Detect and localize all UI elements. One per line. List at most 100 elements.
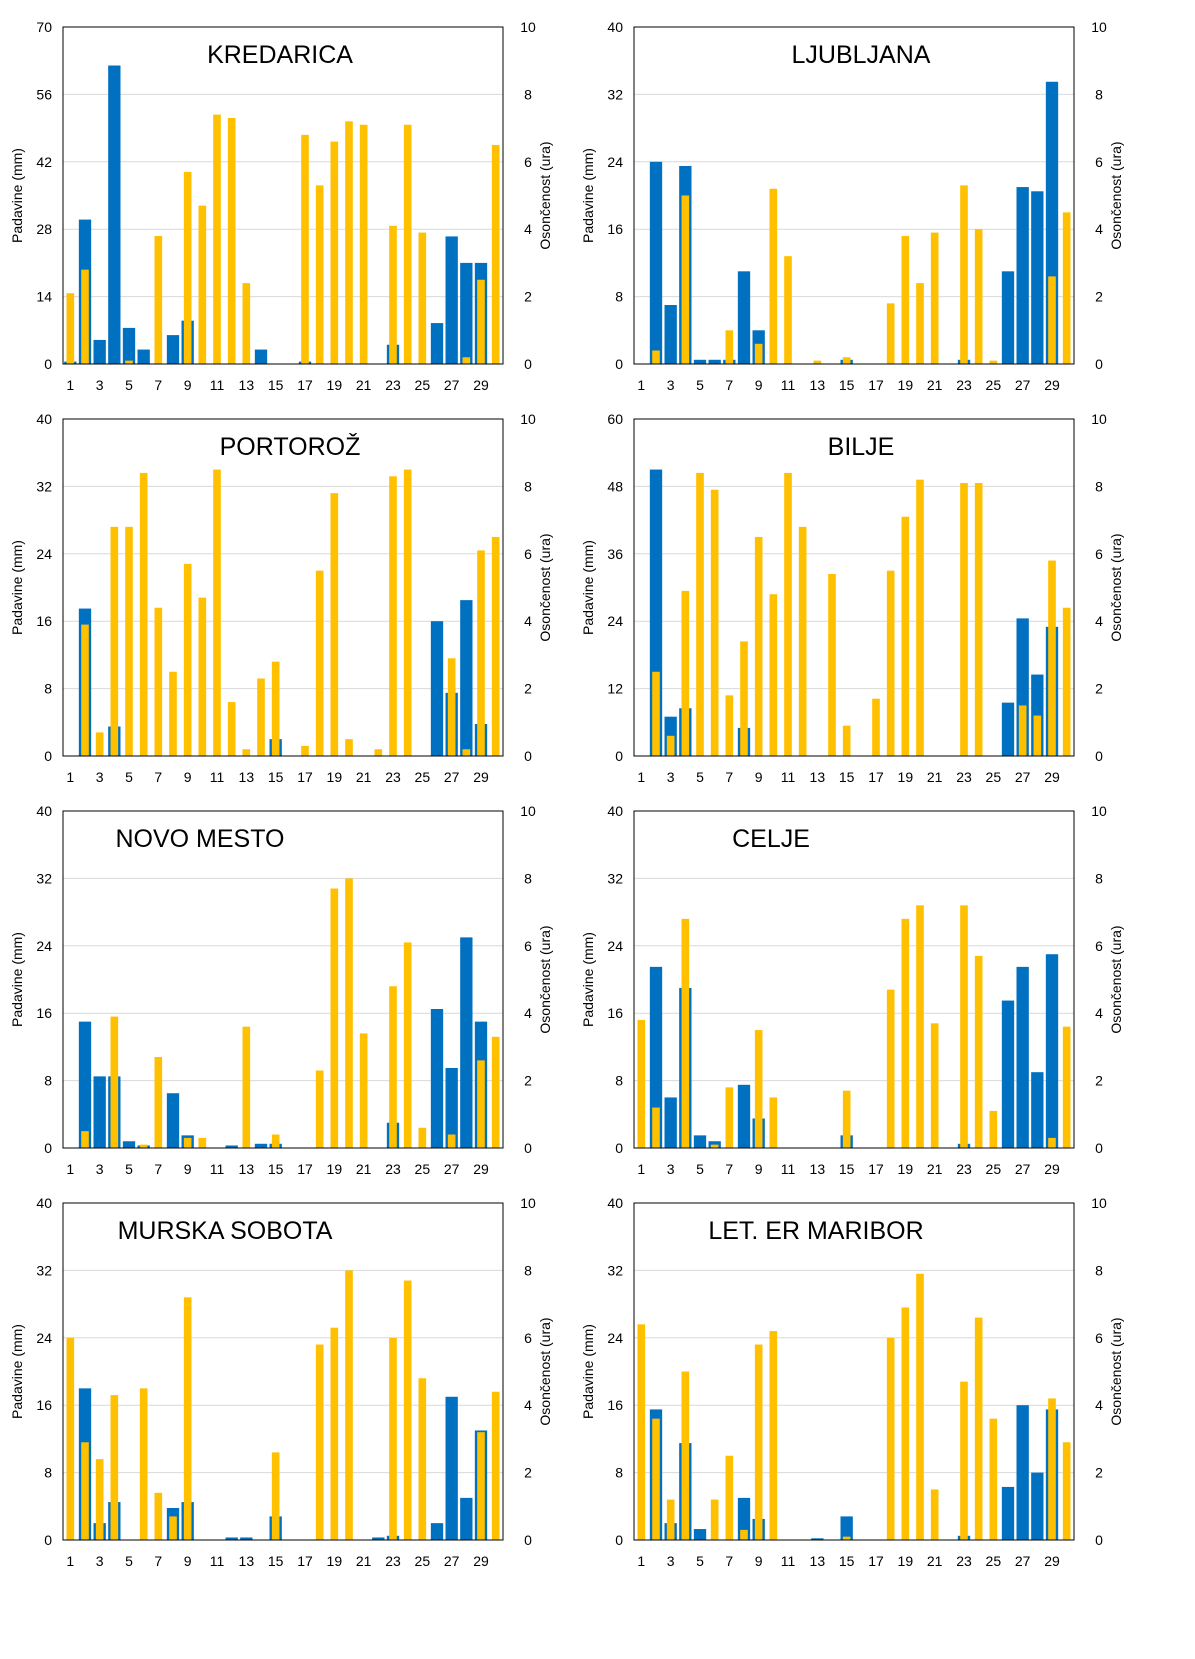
station-title: LJUBLJANA [792,41,931,69]
plot-frame [633,418,1075,757]
sunshine-bar [901,516,910,756]
x-tick-label: 23 [956,769,972,785]
sunshine-bar [652,671,660,756]
plot-frame [62,1202,504,1541]
chart-panel-7: 0 08 216 424 632 840 101 3 5 7 9 11 13 15 17 19 21 23 25 27… [580,1195,1124,1569]
sunshine-bar [389,986,397,1148]
x-tick-label: 27 [444,1161,460,1177]
precip-bar [108,65,121,364]
sunshine-bar [154,1057,163,1148]
station-title: NOVO MESTO [115,825,284,853]
sunshine-bar [169,671,177,756]
sunshine-bar [389,1337,397,1540]
x-tick-label: 29 [473,769,489,785]
y2-tick-label: 0 [524,1140,532,1156]
y2-tick-label: 10 [1091,411,1107,427]
y2-tick-label: 10 [1091,1195,1107,1211]
y-tick-label: 40 [36,1195,52,1211]
x-tick-label: 7 [154,377,162,393]
sunshine-bar [960,905,968,1148]
x-tick-label: 11 [781,769,796,785]
sunshine-bar [696,472,704,756]
y2-tick-label: 6 [524,938,532,954]
station-title: CELJE [732,825,810,853]
sunshine-bar [491,536,500,756]
y2-tick-label: 4 [1095,1397,1103,1413]
precip-bar [430,1008,444,1148]
y-tick-label: 0 [44,356,52,372]
y2-tick-label: 6 [1095,154,1103,170]
x-tick-label: 9 [184,769,192,785]
sunshine-bar [183,1137,192,1148]
y-tick-label: 40 [36,411,52,427]
sunshine-bar [403,469,412,756]
precip-bar [1045,954,1059,1148]
sunshine-bar [418,1127,427,1148]
x-tick-label: 27 [1015,769,1031,785]
x-tick-label: 25 [986,1161,1002,1177]
y2-tick-label: 2 [1095,289,1103,305]
chart-panel-1: 0 08 216 424 632 840 101 3 5 7 9 11 13 15 17 19 21 23 25 27… [580,19,1124,393]
sunshine-bar [477,550,485,756]
x-tick-label: 15 [839,377,855,393]
x-tick-label: 21 [356,769,372,785]
station-title: BILJE [828,433,895,461]
sunshine-bar [418,1378,427,1540]
sunshine-bar [257,678,265,756]
x-tick-label: 7 [725,769,733,785]
x-tick-label: 29 [473,1161,489,1177]
x-tick-label: 23 [385,377,401,393]
sunshine-bar [813,360,822,364]
y-tick-label: 24 [36,1330,52,1346]
y-axis-title: Padavine (mm) [580,1324,596,1419]
precip-bar [811,1538,824,1540]
x-tick-label: 13 [810,769,826,785]
sunshine-bar [1048,276,1056,364]
precip-bar [445,1067,458,1148]
precip-bar [693,1135,707,1148]
x-tick-label: 17 [868,1161,884,1177]
sunshine-bar [154,607,163,756]
sunshine-bar [1018,705,1027,756]
x-tick-label: 27 [444,769,460,785]
sunshine-bar [345,739,353,756]
sunshine-bar [681,918,690,1148]
precip-bar [78,1021,92,1148]
precip-bar [460,262,473,364]
precip-bar [693,359,707,364]
sunshine-bar [81,1131,89,1148]
y-tick-label: 8 [615,1073,623,1089]
y2-tick-label: 10 [520,411,536,427]
x-tick-label: 11 [781,1161,796,1177]
y-tick-label: 16 [607,221,623,237]
sunshine-bar [330,888,339,1148]
sunshine-bar [315,570,324,756]
precip-bar [1016,966,1029,1148]
x-tick-label: 5 [696,1553,704,1569]
x-tick-label: 7 [725,1161,733,1177]
sunshine-bar [477,1432,485,1540]
x-tick-label: 7 [725,1553,733,1569]
sunshine-bar [754,536,763,756]
sunshine-bar [1033,715,1042,756]
sunshine-bar [403,1280,412,1540]
sunshine-bar [183,563,192,756]
sunshine-bar [95,732,104,756]
sunshine-bar [198,205,207,364]
y-tick-label: 8 [615,289,623,305]
y2-tick-label: 4 [1095,221,1103,237]
x-tick-label: 23 [956,377,972,393]
y2-tick-label: 2 [524,681,532,697]
precip-bar [460,1497,473,1540]
x-tick-label: 1 [66,1553,74,1569]
precip-bar [649,966,663,1148]
sunshine-bar [125,360,133,364]
y-tick-label: 0 [44,1532,52,1548]
sunshine-bar [681,195,690,364]
precip-bar [122,327,136,364]
sunshine-bar [740,641,748,756]
y2-tick-label: 4 [1095,613,1103,629]
y-tick-label: 70 [36,19,52,35]
sunshine-bar [842,1090,851,1148]
precip-bar [254,349,268,364]
